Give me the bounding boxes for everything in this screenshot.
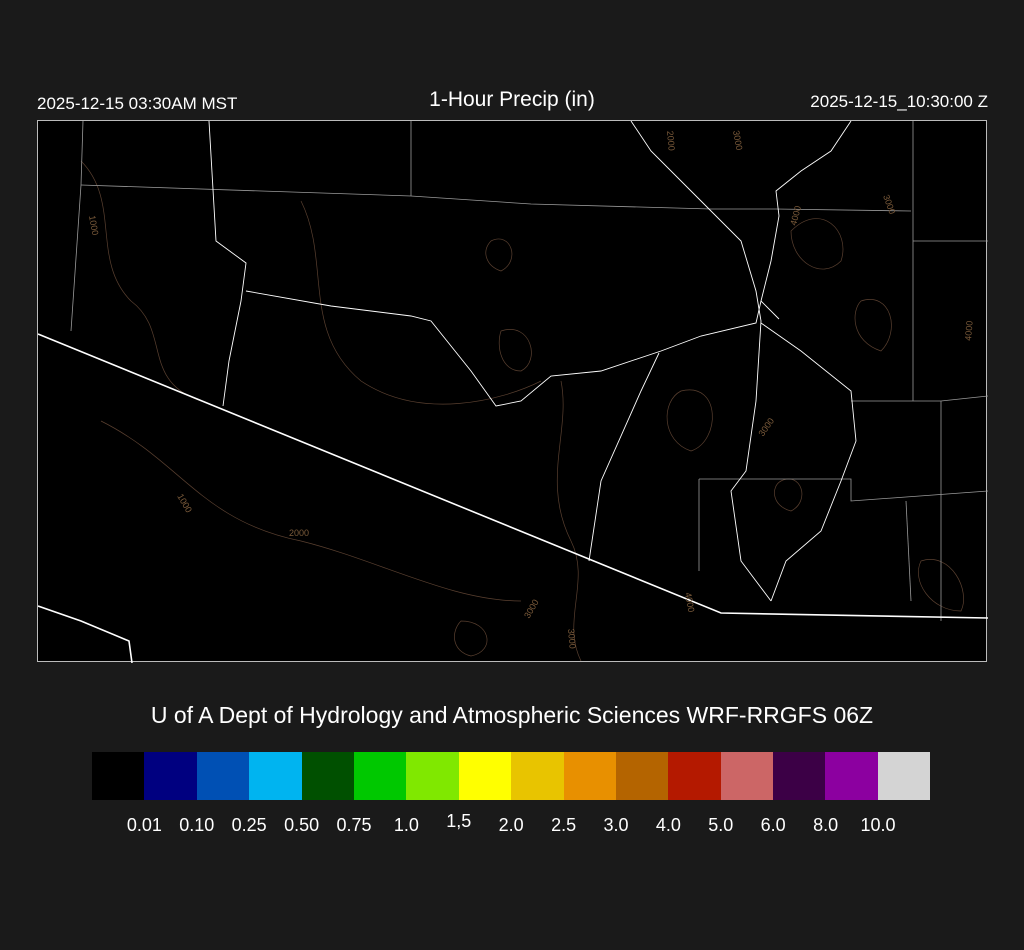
contour-label: 1000 [87,215,100,236]
contour-label: 2000 [289,528,309,538]
contour-label: 3000 [731,130,744,151]
legend-swatch [720,752,774,800]
legend-swatch [615,752,669,800]
legend-swatch [668,752,721,800]
legend-label: 6.0 [760,815,786,835]
contour-labels: 1000 2000 3000 4000 3000 4000 3000 1000 … [87,130,975,650]
legend-label: 2.0 [498,815,524,835]
legend-swatch [877,752,931,800]
contour-label: 4000 [963,320,975,341]
legend-swatch [458,752,512,800]
contour-label: 3000 [756,416,776,438]
legend-label: 8.0 [813,815,839,835]
legend-label: 1,5 [446,811,472,831]
contour-label: 3000 [566,628,578,649]
legend-label: 0.25 [231,815,267,835]
legend-swatch [563,752,616,800]
legend-label: 1.0 [393,815,419,835]
legend-label: 3.0 [603,815,629,835]
legend-label: 0.75 [336,815,372,835]
legend-label: 5.0 [708,815,734,835]
map-title: 1-Hour Precip (in) [429,88,595,111]
contour-label: 3000 [522,598,541,620]
legend-label: 0.10 [179,815,215,835]
legend-label: 2.5 [551,815,577,835]
legend-swatch [92,752,145,800]
legend-label: 0.01 [126,815,162,835]
legend-swatch [301,752,354,800]
contour-label: 1000 [175,492,194,514]
legend-swatch [825,752,878,800]
legend-swatch [353,752,407,800]
legend-swatch [773,752,826,800]
legend-labels: 0.01 0.10 0.25 0.50 0.75 1.0 1,5 2.0 2.5 3.0 4.0 5.… [92,811,932,839]
rivers-and-boundaries [208,120,857,602]
elevation-contours [80,160,964,662]
legend-swatch [249,752,302,800]
utc-time: 2025-12-15_10:30:00 Z [810,92,988,111]
state-county-lines [70,120,989,621]
international-border [37,333,989,664]
map-canvas: 1000 2000 3000 4000 3000 4000 3000 1000 … [37,120,989,664]
contour-label: 2000 [665,130,677,151]
legend-swatch [406,752,459,800]
precip-map: 1000 2000 3000 4000 3000 4000 3000 1000 … [37,120,989,664]
legend-swatch [196,752,250,800]
legend-label: 10.0 [860,815,896,835]
legend-label: 0.50 [284,815,320,835]
contour-label: 3000 [881,193,897,215]
color-legend [92,752,931,800]
local-time: 2025-12-15 03:30AM MST [37,94,238,113]
legend-swatch [511,752,564,800]
model-credit: U of A Dept of Hydrology and Atmospheric… [150,702,874,728]
contour-label: 4000 [683,592,696,613]
legend-swatch [144,752,197,800]
legend-label: 4.0 [655,815,681,835]
